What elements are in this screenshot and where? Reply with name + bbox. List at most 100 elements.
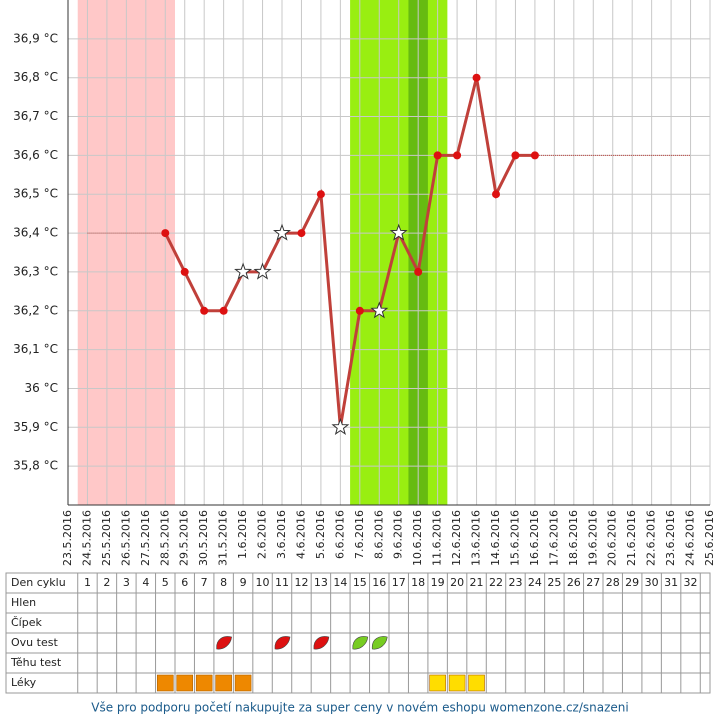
medication-mark: [176, 674, 194, 692]
dot-marker: [200, 306, 209, 315]
day-number: 20: [450, 576, 464, 589]
x-tick-label: 13.6.2016: [470, 510, 483, 566]
x-tick-label: 8.6.2016: [372, 510, 385, 559]
x-tick-label: 14.6.2016: [489, 510, 502, 566]
day-number: 15: [353, 576, 367, 589]
row-label: Léky: [11, 676, 37, 689]
dot-marker: [453, 151, 462, 160]
dot-marker: [180, 267, 189, 276]
day-number: 24: [528, 576, 542, 589]
day-number: 16: [372, 576, 386, 589]
dot-marker: [530, 151, 539, 160]
day-number: 17: [392, 576, 406, 589]
dot-marker: [219, 306, 228, 315]
y-tick-label: 36,5 °C: [13, 187, 58, 201]
y-tick-label: 36,2 °C: [13, 303, 58, 317]
x-tick-label: 26.5.2016: [119, 510, 132, 566]
day-number: 6: [181, 576, 188, 589]
day-number: 9: [240, 576, 247, 589]
ovu-leaf: [216, 636, 232, 650]
x-tick-label: 9.6.2016: [392, 510, 405, 559]
day-number: 10: [256, 576, 270, 589]
y-tick-label: 36,8 °C: [13, 70, 58, 84]
day-number: 30: [645, 576, 659, 589]
day-number: 12: [294, 576, 308, 589]
y-tick-label: 35,8 °C: [13, 459, 58, 473]
x-tick-label: 7.6.2016: [353, 510, 366, 559]
day-number: 28: [606, 576, 620, 589]
y-tick-label: 35,9 °C: [13, 420, 58, 434]
star-marker: [370, 301, 389, 319]
day-number: 2: [103, 576, 110, 589]
dot-marker: [355, 306, 364, 315]
dot-marker: [433, 151, 442, 160]
day-number: 23: [508, 576, 522, 589]
x-tick-label: 31.5.2016: [217, 510, 230, 566]
x-tick-label: 21.6.2016: [625, 510, 638, 566]
day-number: 8: [220, 576, 227, 589]
ovu-leaf: [371, 636, 388, 650]
x-tick-label: 3.6.2016: [275, 510, 288, 559]
x-tick-label: 27.5.2016: [139, 510, 152, 566]
y-tick-label: 36,3 °C: [13, 264, 58, 278]
x-tick-label: 23.5.2016: [61, 510, 74, 566]
x-tick-label: 30.5.2016: [197, 510, 210, 566]
row-label: Hlen: [11, 596, 36, 609]
x-tick-label: 24.6.2016: [684, 510, 697, 566]
day-number: 18: [411, 576, 425, 589]
x-tick-label: 12.6.2016: [450, 510, 463, 566]
day-number: 14: [333, 576, 347, 589]
ovu-leaf: [313, 636, 330, 650]
day-number: 5: [162, 576, 169, 589]
x-tick-label: 15.6.2016: [508, 510, 521, 566]
dot-marker: [492, 190, 500, 199]
temperature-line: [163, 77, 535, 428]
y-tick-label: 36,4 °C: [13, 226, 58, 240]
dot-marker: [414, 267, 423, 276]
star-marker: [253, 262, 272, 280]
x-tick-label: 23.6.2016: [664, 510, 677, 566]
star-marker: [273, 223, 291, 241]
star-marker: [331, 417, 350, 435]
x-tick-label: 5.6.2016: [314, 510, 327, 559]
row-label: Těhu test: [10, 656, 62, 669]
star-marker: [389, 223, 408, 241]
day-number: 29: [625, 576, 639, 589]
x-tick-label: 28.5.2016: [158, 510, 171, 566]
day-number: 22: [489, 576, 503, 589]
day-number: 3: [123, 576, 130, 589]
medication-mark: [234, 674, 252, 692]
x-tick-label: 29.5.2016: [178, 510, 191, 566]
x-tick-label: 19.6.2016: [586, 510, 599, 566]
day-number: 27: [586, 576, 600, 589]
day-number: 11: [275, 576, 289, 589]
medication-mark: [468, 674, 485, 692]
row-label: Den cyklu: [11, 576, 66, 589]
x-tick-label: 16.6.2016: [528, 510, 541, 566]
x-tick-label: 10.6.2016: [411, 510, 424, 566]
x-tick-label: 11.6.2016: [431, 510, 444, 566]
row-label: Čípek: [11, 616, 42, 629]
x-tick-label: 17.6.2016: [547, 510, 560, 566]
ovu-leaf: [274, 636, 291, 650]
day-number: 31: [664, 576, 678, 589]
x-tick-label: 22.6.2016: [645, 510, 658, 566]
y-tick-label: 36,7 °C: [13, 109, 58, 123]
x-tick-label: 1.6.2016: [236, 510, 249, 559]
medication-mark: [448, 674, 466, 692]
x-tick-label: 18.6.2016: [567, 510, 580, 566]
medication-mark: [156, 674, 174, 692]
dot-marker: [297, 229, 306, 238]
medication-mark: [215, 674, 232, 692]
x-tick-label: 4.6.2016: [294, 510, 307, 559]
day-number: 19: [431, 576, 445, 589]
ovu-leaf: [352, 636, 369, 650]
x-tick-label: 20.6.2016: [606, 510, 619, 566]
y-tick-label: 36,1 °C: [13, 342, 58, 356]
y-tick-label: 36 °C: [25, 381, 58, 395]
day-number: 7: [201, 576, 208, 589]
row-label: Ovu test: [11, 636, 58, 649]
day-number: 1: [84, 576, 91, 589]
star-marker: [234, 262, 253, 280]
day-number: 26: [567, 576, 581, 589]
